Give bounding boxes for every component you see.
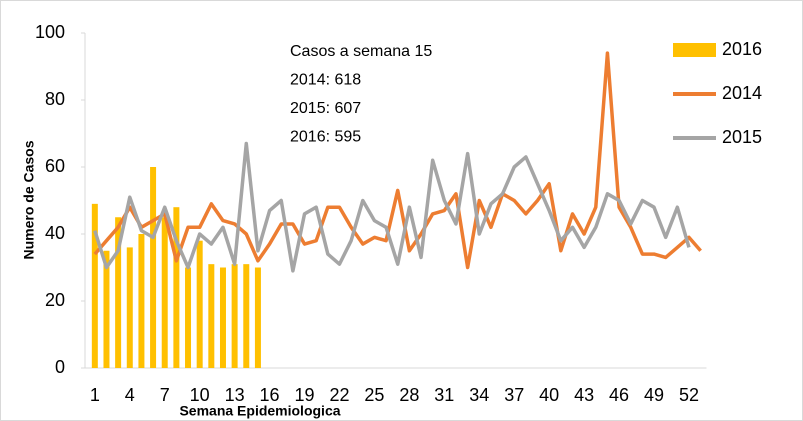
bar — [173, 207, 180, 368]
line-series — [93, 51, 702, 270]
y-tick-label: 60 — [45, 156, 65, 176]
annotation: Casos a semana 15 — [290, 43, 432, 60]
bar — [138, 234, 145, 368]
x-tick-label: 31 — [434, 385, 454, 405]
legend-label: 2016 — [722, 39, 762, 59]
x-tick-label: 46 — [609, 385, 629, 405]
legend-label: 2015 — [722, 127, 762, 147]
y-tick-label: 80 — [45, 89, 65, 109]
bar — [231, 264, 238, 368]
bar — [185, 267, 192, 368]
y-tick-label: 40 — [45, 223, 65, 243]
bar — [115, 217, 122, 368]
x-tick-label: 1 — [90, 385, 100, 405]
bar — [208, 264, 215, 368]
bar — [161, 217, 168, 368]
x-tick-label: 22 — [329, 385, 349, 405]
x-tick-label: 16 — [260, 385, 280, 405]
annotation: 2016: 595 — [290, 129, 361, 146]
x-tick-label: 19 — [295, 385, 315, 405]
x-tick-label: 52 — [679, 385, 699, 405]
x-tick-label: 49 — [644, 385, 664, 405]
x-tick-label: 28 — [399, 385, 419, 405]
x-tick-label: 40 — [539, 385, 559, 405]
x-tick-label: 34 — [469, 385, 489, 405]
y-tick-label: 20 — [45, 290, 65, 310]
x-tick-label: 43 — [574, 385, 594, 405]
x-axis-title: Semana Epidemiologica — [179, 403, 340, 419]
x-tick-label: 13 — [225, 385, 245, 405]
x-tick-label: 7 — [160, 385, 170, 405]
y-tick-label: 100 — [35, 22, 65, 42]
bar — [150, 167, 157, 368]
bar — [196, 240, 203, 368]
line-series — [93, 141, 691, 273]
bar — [126, 247, 133, 368]
x-tick-label: 25 — [364, 385, 384, 405]
bar — [243, 264, 250, 368]
x-tick-label: 37 — [504, 385, 524, 405]
x-tick-label: 10 — [190, 385, 210, 405]
annotation: 2014: 618 — [290, 72, 361, 89]
y-axis-title: Numero de Casos — [21, 140, 37, 259]
bar — [254, 267, 261, 368]
legend-swatch — [673, 43, 716, 57]
bar — [91, 203, 98, 368]
y-tick-label: 0 — [55, 357, 65, 377]
x-tick-label: 4 — [125, 385, 135, 405]
bar — [103, 250, 110, 368]
legend-label: 2014 — [722, 83, 762, 103]
bar — [219, 267, 226, 368]
annotation: 2015: 607 — [290, 100, 361, 117]
